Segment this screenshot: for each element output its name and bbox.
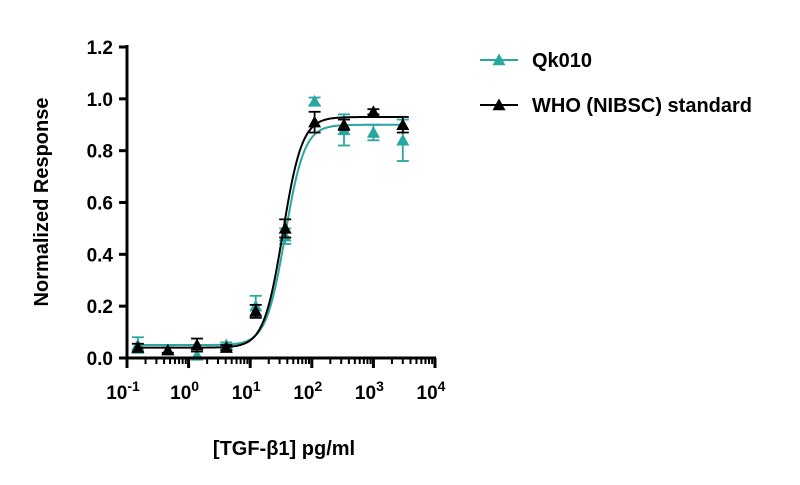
data-point [131,341,145,353]
y-tick-label: 1.0 [87,90,113,111]
data-point [337,118,351,130]
data-point [308,115,322,128]
data-point [308,94,322,107]
legend: Qk010 WHO (NIBSC) standard [480,50,752,117]
legend-label: Qk010 [532,50,592,72]
series-2 [131,105,410,356]
data-point [161,343,175,356]
data-point [190,338,204,351]
x-tick-label: 101 [232,378,261,404]
data-point [396,118,410,130]
fit-curve [137,123,403,347]
data-point [278,221,292,234]
y-tick-label: 0.8 [87,142,113,163]
data-point [219,341,233,353]
plot-area [131,94,410,361]
x-tick-label: 10-1 [106,378,140,404]
legend-item-2: WHO (NIBSC) standard [480,95,752,117]
series-1 [131,94,410,361]
data-point [396,133,410,146]
x-tick-label: 100 [170,378,199,404]
legend-marker [492,98,506,111]
x-tick-label: 103 [355,378,384,404]
y-tick-label: 1.2 [87,38,113,59]
data-point [366,105,380,117]
x-tick-label: 104 [417,378,446,404]
legend-marker [492,53,506,66]
legend-item-1: Qk010 [480,50,592,72]
x-tick-label: 102 [293,378,322,404]
fit-curve [137,115,403,349]
legend-label: WHO (NIBSC) standard [532,95,752,117]
data-point [366,126,380,138]
y-tick-label: 0.2 [87,297,113,318]
y-axis-label: Normalized Response [31,98,53,307]
y-tick-label: 0.6 [87,194,113,215]
y-tick-label: 0.4 [87,245,114,266]
axes: 0.0 0.2 0.4 0.6 0.8 1.0 1.2 10-1 100 101 102 103 104 [87,38,446,404]
data-point [249,304,263,317]
x-axis-label: [TGF-β1] pg/ml [213,438,355,460]
y-tick-label: 0.0 [87,349,113,370]
